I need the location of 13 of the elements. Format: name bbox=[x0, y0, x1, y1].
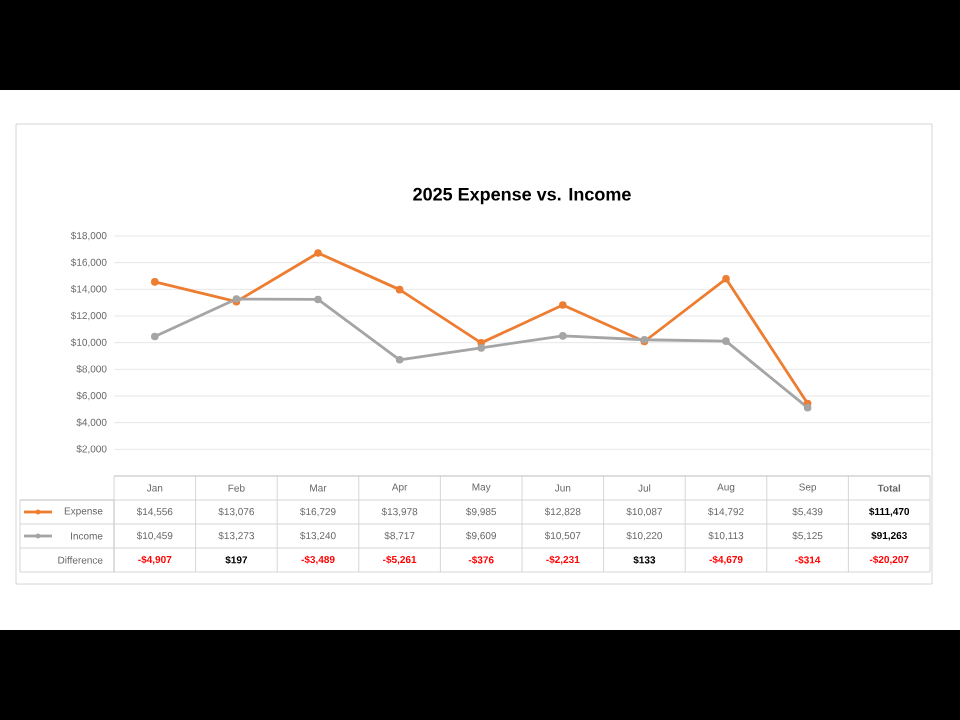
point bbox=[151, 332, 159, 341]
point bbox=[395, 355, 404, 364]
point bbox=[722, 337, 730, 345]
point bbox=[395, 285, 404, 294]
point bbox=[722, 274, 730, 283]
point bbox=[559, 301, 567, 309]
point bbox=[314, 295, 322, 304]
point bbox=[477, 339, 486, 347]
point bbox=[559, 332, 567, 340]
point bbox=[477, 344, 486, 352]
point bbox=[314, 249, 322, 257]
chart-title: 2025 Expense vs. Income bbox=[413, 187, 631, 205]
point bbox=[151, 278, 159, 286]
